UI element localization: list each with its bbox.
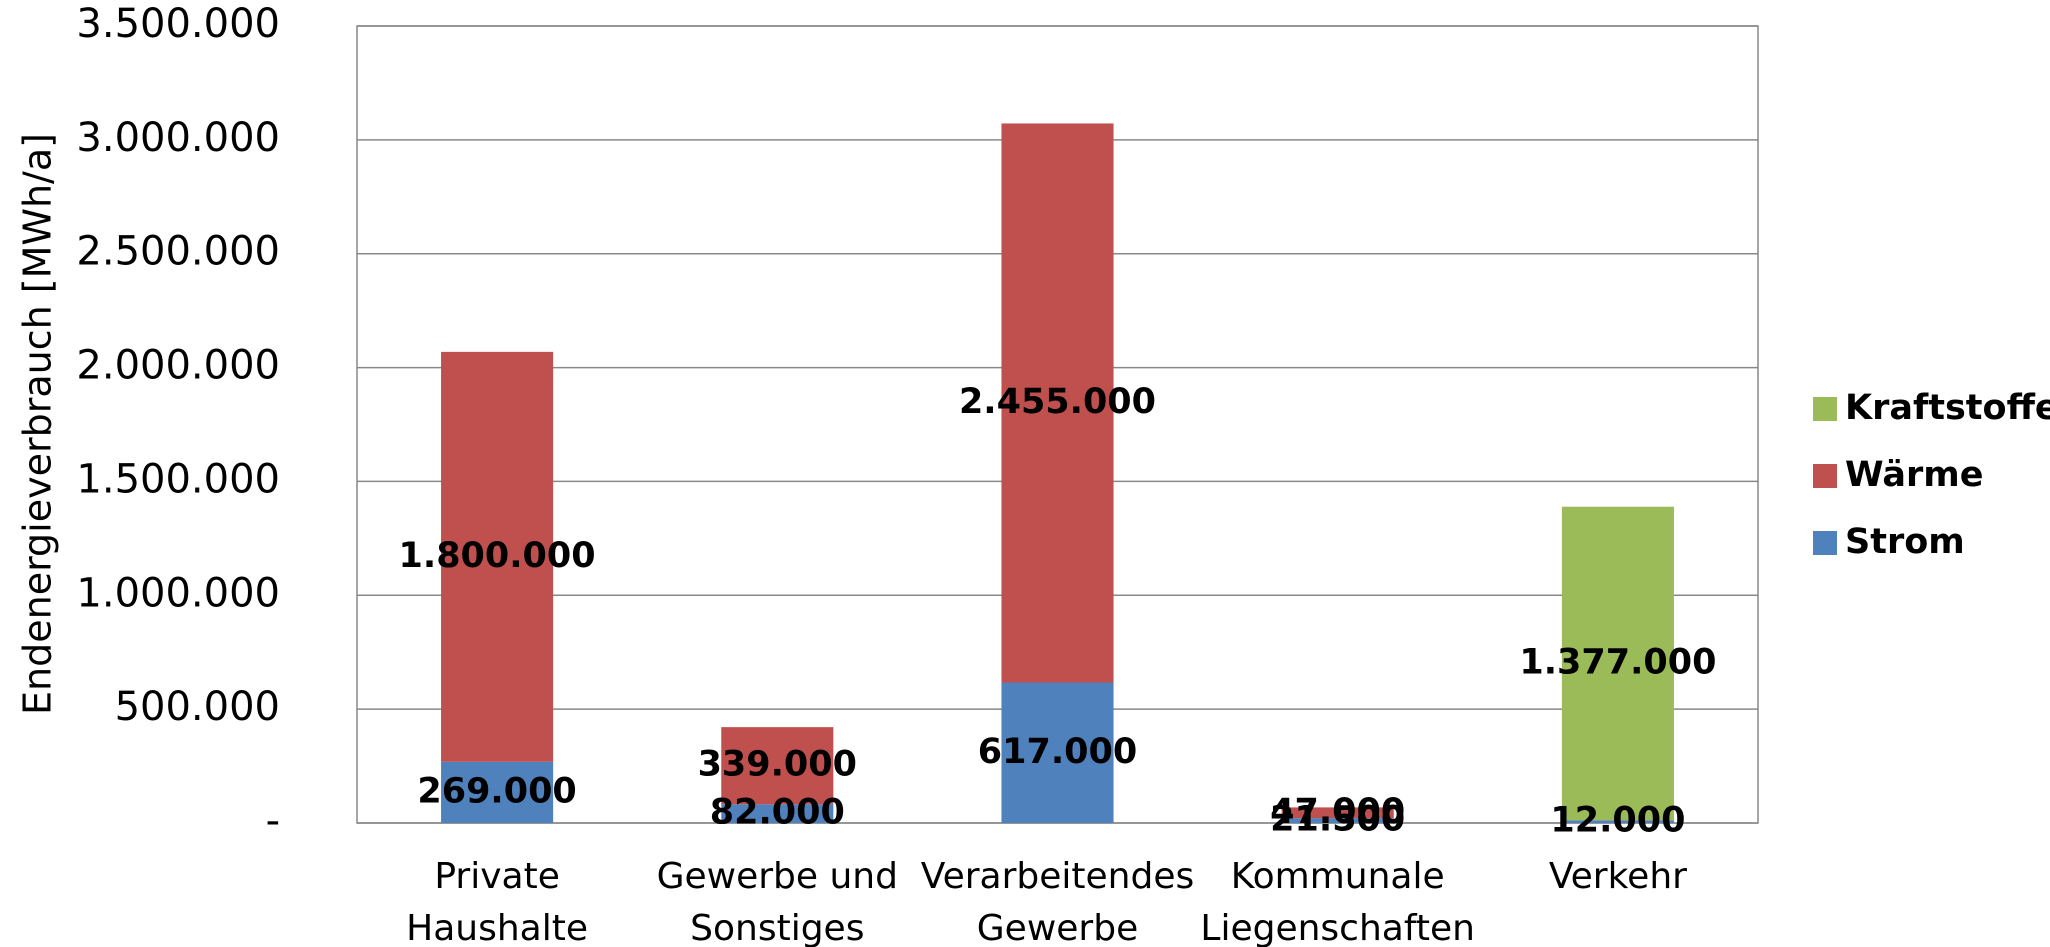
data-label: 617.000 — [978, 732, 1137, 772]
y-tick-label: 1.500.000 — [76, 456, 280, 502]
bar-segment — [1001, 682, 1114, 823]
x-tick-label: Private Haushalte — [406, 856, 588, 947]
y-tick-label: - — [266, 798, 280, 844]
data-label: 339.000 — [698, 745, 857, 785]
data-label: 21.500 — [1270, 800, 1405, 840]
y-tick-label: 1.000.000 — [76, 570, 280, 616]
data-label: 1.377.000 — [1519, 642, 1716, 682]
data-label: 12.000 — [1550, 801, 1685, 841]
x-tick-label: Kommunale Liegenschaften — [1200, 856, 1475, 947]
y-tick-label: 3.500.000 — [76, 1, 280, 47]
data-label: 82.000 — [710, 793, 845, 833]
bar-segment — [441, 761, 554, 823]
y-axis-title: Endenergieverbrauch [MWh/a] — [16, 133, 60, 715]
data-label: 47.000 — [1270, 792, 1405, 832]
bar-segment — [441, 351, 554, 762]
x-tick-label: Verkehr — [1549, 856, 1687, 897]
legend-label: Kraftstoffe — [1845, 388, 2050, 428]
y-tick-label: 2.500.000 — [76, 229, 280, 275]
x-tick-label: Gewerbe und Sonstiges — [657, 856, 898, 947]
y-tick-label: 3.000.000 — [76, 115, 280, 161]
legend-label: Strom — [1845, 522, 1965, 562]
x-tick-label: Verarbeitendes Gewerbe — [921, 856, 1194, 947]
bar-segment — [721, 804, 834, 823]
legend-label: Wärme — [1845, 455, 1983, 495]
bar-segment — [1561, 506, 1674, 821]
y-tick-label: 2.000.000 — [76, 343, 280, 389]
legend-swatch — [1813, 397, 1837, 421]
bar-segment — [1281, 807, 1394, 819]
bar-segment — [1281, 818, 1394, 823]
bar-segment — [1561, 820, 1674, 823]
legend-swatch — [1813, 464, 1837, 488]
y-tick-label: 500.000 — [115, 684, 280, 730]
bar-segment — [1001, 123, 1114, 683]
data-label: 2.455.000 — [959, 382, 1156, 422]
data-label: 1.800.000 — [399, 536, 596, 576]
legend-swatch — [1813, 531, 1837, 555]
data-label: 269.000 — [417, 771, 576, 811]
bar-segment — [721, 727, 834, 805]
